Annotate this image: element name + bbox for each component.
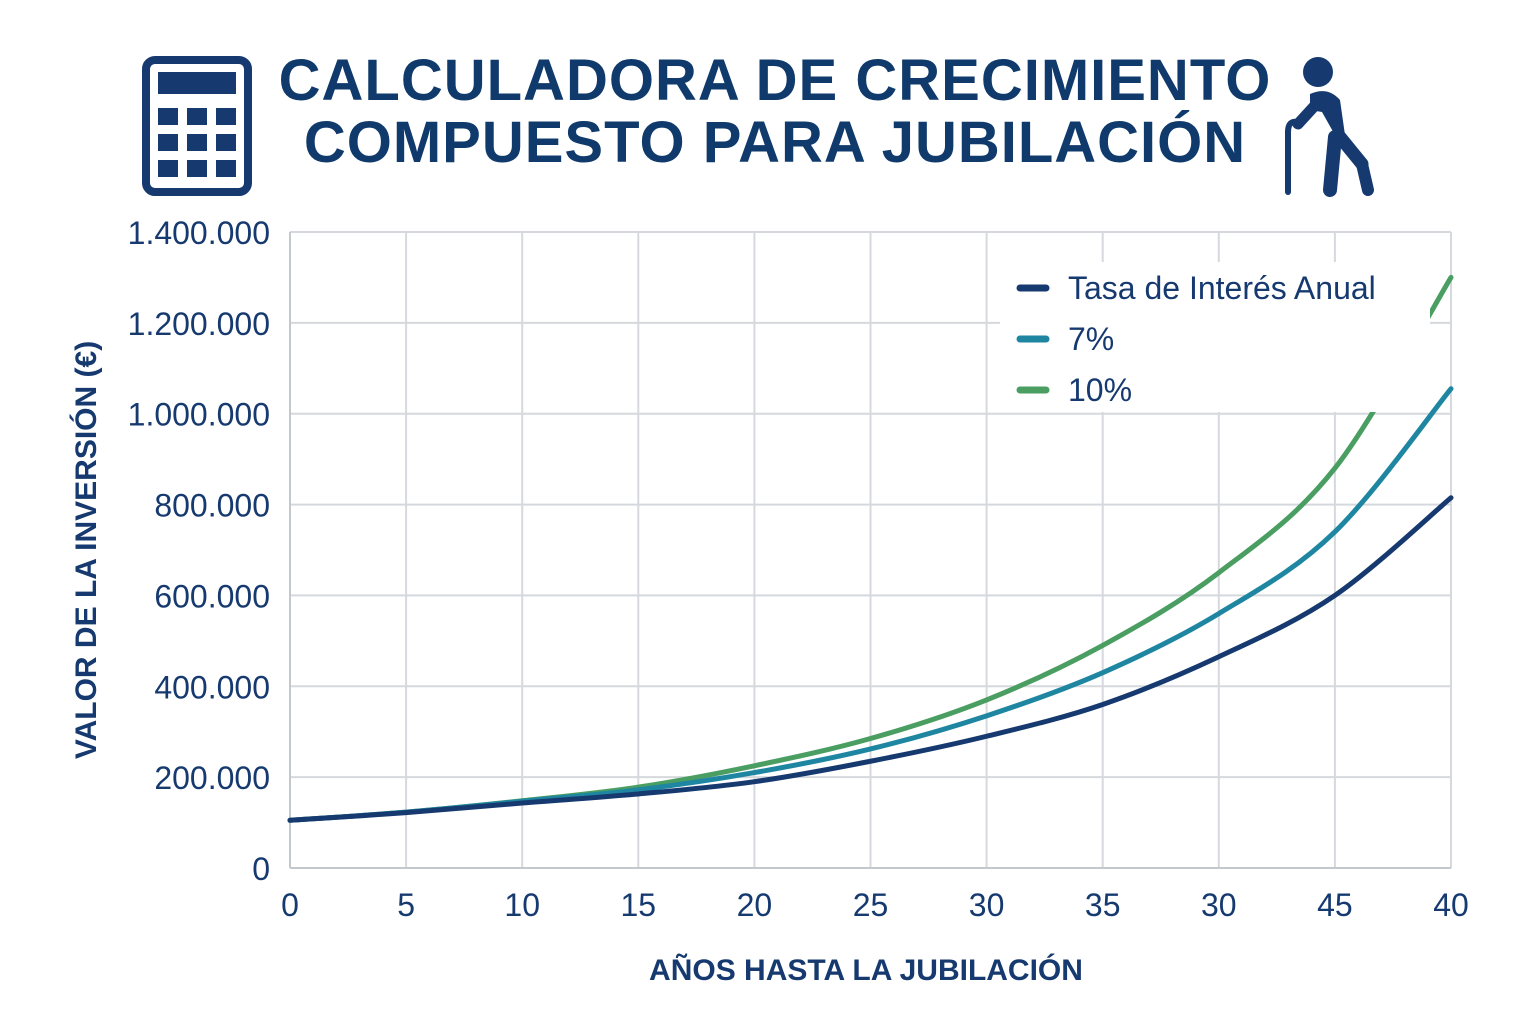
y-tick-label: 1.000.000 xyxy=(128,397,270,433)
legend-label: 7% xyxy=(1068,321,1114,357)
chart-legend: Tasa de Interés Anual 7% 10% xyxy=(1000,262,1430,412)
x-tick-label: 30 xyxy=(969,887,1005,923)
y-tick-label: 200.000 xyxy=(154,760,270,796)
x-axis-label: AÑOS HASTA LA JUBILACIÓN xyxy=(649,953,1083,987)
title-line-2: COMPUESTO PARA JUBILACIÓN xyxy=(303,110,1247,175)
y-tick-label: 800.000 xyxy=(154,488,270,524)
x-tick-label: 40 xyxy=(1433,887,1469,923)
x-tick-label: 10 xyxy=(504,887,540,923)
x-tick-label: 15 xyxy=(621,887,657,923)
y-tick-label: 0 xyxy=(252,851,270,887)
x-tick-label: 5 xyxy=(397,887,415,923)
x-tick-label: 45 xyxy=(1317,887,1353,923)
x-tick-label: 0 xyxy=(281,887,299,923)
x-axis-ticks: 0 5 10 15 20 25 30 35 30 45 40 xyxy=(281,887,1469,923)
y-tick-label: 400.000 xyxy=(154,669,270,705)
title-line-1: CALCULADORA DE CRECIMIENTO xyxy=(278,48,1272,113)
series-line xyxy=(287,495,1454,823)
chart-series xyxy=(287,274,1454,823)
calculator-icon xyxy=(142,56,252,196)
x-tick-label: 35 xyxy=(1085,887,1121,923)
legend-background xyxy=(1000,262,1430,412)
y-axis-label: VALOR DE LA INVERSIÓN (€) xyxy=(69,341,103,759)
header: CALCULADORA DE CRECIMIENTO COMPUESTO PAR… xyxy=(0,0,1536,210)
page-title: CALCULADORA DE CRECIMIENTO COMPUESTO PAR… xyxy=(270,50,1280,174)
x-tick-label: 30 xyxy=(1201,887,1237,923)
y-tick-label: 600.000 xyxy=(154,578,270,614)
y-axis-ticks: 0 200.000 400.000 600.000 800.000 1.000.000 1.… xyxy=(128,215,270,887)
legend-label: 10% xyxy=(1068,372,1132,408)
x-tick-label: 25 xyxy=(853,887,889,923)
y-tick-label: 1.400.000 xyxy=(128,215,270,251)
legend-label: Tasa de Interés Anual xyxy=(1068,270,1376,306)
elderly-person-with-cane-icon xyxy=(1285,57,1374,197)
y-tick-label: 1.200.000 xyxy=(128,306,270,342)
chart-axes xyxy=(289,232,1451,869)
x-tick-label: 20 xyxy=(737,887,773,923)
